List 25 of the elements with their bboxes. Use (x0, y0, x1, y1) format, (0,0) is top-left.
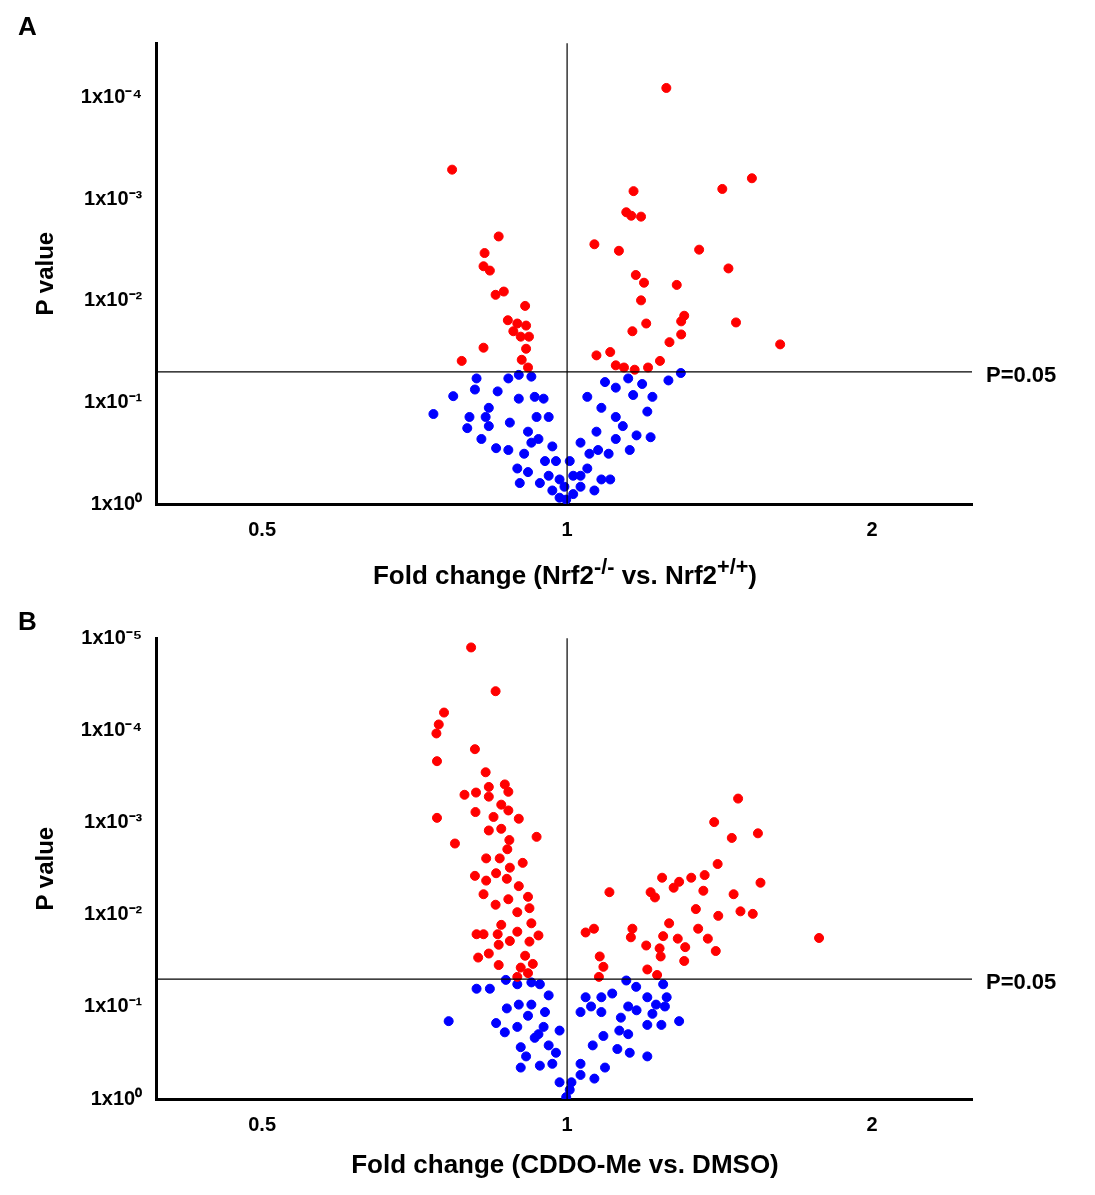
chart-title: B (18, 605, 37, 636)
x-tick-label: 2 (866, 1112, 878, 1135)
x-tick-label: 1 (561, 517, 573, 540)
y-tick-label: 1x10⁻⁵ (81, 625, 143, 648)
y-tick-label: 1x10⁰ (90, 491, 143, 514)
y-tick-label: 1x10⁻¹ (84, 994, 143, 1017)
y-tick-label: 1x10⁰ (90, 1086, 143, 1109)
chart-title: A (18, 10, 37, 41)
y-tick-label: 1x10⁻⁴ (80, 717, 143, 740)
y-tick-label: 1x10⁻⁴ (80, 85, 143, 108)
y-tick-label: 1x10⁻² (84, 288, 143, 311)
x-tick-label: 0.5 (248, 517, 277, 540)
y-tick-label: 1x10⁻³ (84, 809, 143, 832)
y-axis-title: P value (31, 231, 59, 316)
x-axis-title: Fold change (Nrf2$^{-/-}$ vs. Nrf2$^{+/+}$) (371, 554, 759, 591)
x-tick-label: 1 (561, 1112, 573, 1135)
y-tick-label: 1x10⁻³ (84, 186, 143, 209)
x-tick-label: 0.5 (248, 1112, 277, 1135)
ref-line-label: P=0.05 (986, 361, 1057, 387)
y-tick-label: 1x10⁻¹ (84, 389, 143, 412)
y-tick-label: 1x10⁻² (84, 901, 143, 924)
y-axis-title: P value (31, 826, 59, 911)
x-tick-label: 2 (866, 517, 878, 540)
x-axis-title: Fold change (CDDO-Me vs. DMSO) (350, 1148, 780, 1180)
ref-line-label: P=0.05 (986, 968, 1057, 994)
